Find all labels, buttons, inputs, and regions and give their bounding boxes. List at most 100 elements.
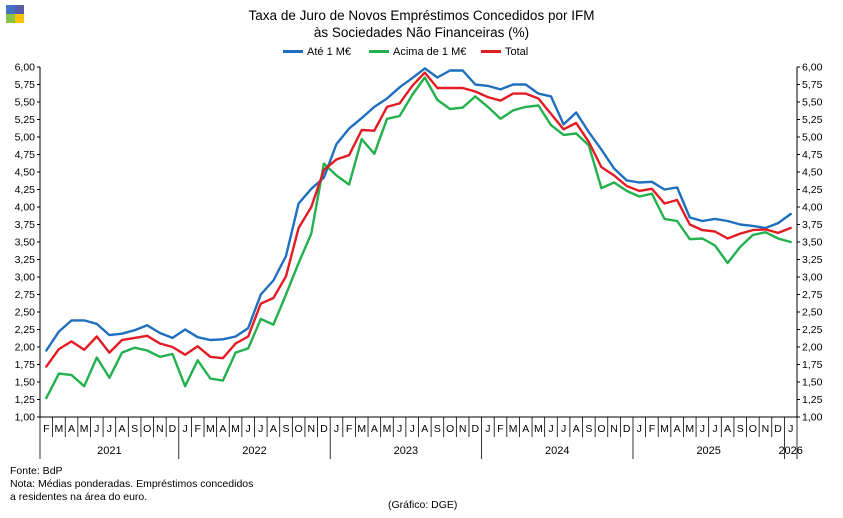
y-tick-label-right: 3,75 [802, 219, 823, 231]
logo-square-blue [6, 5, 15, 14]
y-tick-label-right: 3,00 [802, 272, 823, 284]
y-tick-label-left: 3,00 [15, 272, 36, 284]
y-tick-label-left: 5,25 [15, 114, 36, 126]
x-month-label: J [410, 423, 415, 435]
series-line-0 [45, 67, 792, 352]
y-tick-label-left: 1,50 [15, 377, 36, 389]
legend-swatch-ate-1m [283, 49, 303, 53]
x-month-label: A [724, 423, 731, 435]
x-year-label: 2025 [696, 445, 720, 457]
x-month-label: A [522, 423, 529, 435]
x-month-label: S [283, 423, 290, 435]
chart-title: Taxa de Juro de Novos Empréstimos Conced… [248, 8, 595, 23]
y-tick-label-left: 3,50 [15, 237, 36, 249]
x-month-label: J [397, 423, 402, 435]
x-month-label: M [509, 423, 518, 435]
y-tick-label-left: 6,00 [15, 62, 36, 74]
y-tick-label-right: 3,50 [802, 237, 823, 249]
logo-square-yellow [15, 14, 24, 23]
x-month-label: M [660, 423, 669, 435]
x-year-label: 2021 [97, 445, 121, 457]
x-month-label: J [334, 423, 339, 435]
x-month-label: O [597, 423, 605, 435]
y-tick-label-right: 2,00 [802, 342, 823, 354]
x-month-label: M [534, 423, 543, 435]
x-month-label: M [685, 423, 694, 435]
x-month-label: O [143, 423, 151, 435]
y-tick-label-left: 4,75 [15, 149, 36, 161]
series-line-2 [45, 71, 792, 368]
x-month-label: O [749, 423, 757, 435]
y-tick-label-right: 5,50 [802, 97, 823, 109]
y-tick-label-right: 4,25 [802, 184, 823, 196]
footnote-line-1: Nota: Médias ponderadas. Empréstimos con… [10, 478, 254, 490]
y-tick-label-right: 2,75 [802, 289, 823, 301]
y-tick-label-left: 1,00 [15, 412, 36, 424]
legend-item-total: Total [481, 46, 528, 58]
x-month-label: J [246, 423, 251, 435]
x-year-label: 2022 [242, 445, 266, 457]
x-month-label: J [637, 423, 642, 435]
y-tick-label-right: 1,25 [802, 394, 823, 406]
x-month-label: A [68, 423, 75, 435]
y-tick-label-right: 4,00 [802, 202, 823, 214]
legend-swatch-acima-1m [369, 49, 389, 53]
x-month-label: J [712, 423, 717, 435]
logo-square-purple [15, 5, 24, 14]
chart-credit: (Gráfico: DGE) [388, 499, 458, 511]
x-month-label: D [774, 423, 782, 435]
y-tick-label-right: 2,50 [802, 307, 823, 319]
x-month-label: N [610, 423, 618, 435]
x-month-label: A [219, 423, 226, 435]
y-tick-label-right: 1,00 [802, 412, 823, 424]
x-month-label: M [231, 423, 240, 435]
legend-label-ate-1m: Até 1 M€ [307, 46, 352, 58]
x-month-label: F [649, 423, 655, 435]
y-tick-label-right: 5,75 [802, 79, 823, 91]
x-month-label: A [573, 423, 580, 435]
y-tick-label-left: 3,75 [15, 219, 36, 231]
source-note: Fonte: BdP [10, 465, 63, 477]
x-month-label: J [258, 423, 263, 435]
legend-label-total: Total [505, 46, 529, 58]
x-month-label: F [346, 423, 352, 435]
y-tick-label-left: 4,25 [15, 184, 36, 196]
x-month-label: D [623, 423, 631, 435]
x-month-label: F [194, 423, 200, 435]
x-month-label: M [206, 423, 215, 435]
y-tick-label-left: 2,75 [15, 289, 36, 301]
y-tick-label-right: 1,75 [802, 359, 823, 371]
y-tick-label-right: 2,25 [802, 324, 823, 336]
x-month-label: A [119, 423, 126, 435]
y-tick-label-right: 1,50 [802, 377, 823, 389]
legend-item-ate-1m: Até 1 M€ [283, 46, 351, 58]
x-year-label: 2024 [545, 445, 569, 457]
y-tick-label-left: 2,00 [15, 342, 36, 354]
x-month-label: D [320, 423, 328, 435]
x-month-label: M [383, 423, 392, 435]
x-month-label: O [446, 423, 454, 435]
x-month-label: N [459, 423, 467, 435]
x-month-label: S [585, 423, 592, 435]
y-tick-label-left: 2,50 [15, 307, 36, 319]
x-month-label: F [43, 423, 49, 435]
x-month-label: J [94, 423, 99, 435]
x-month-label: S [434, 423, 441, 435]
x-month-label: M [357, 423, 366, 435]
x-month-label: N [307, 423, 315, 435]
y-tick-label-right: 4,75 [802, 149, 823, 161]
y-tick-label-left: 4,00 [15, 202, 36, 214]
x-month-label: J [485, 423, 490, 435]
y-tick-label-left: 1,25 [15, 394, 36, 406]
y-tick-label-left: 5,00 [15, 132, 36, 144]
x-month-label: M [55, 423, 64, 435]
x-month-label: J [788, 423, 793, 435]
x-month-label: J [548, 423, 553, 435]
chart-subtitle: às Sociedades Não Financeiras (%) [313, 25, 530, 40]
x-month-label: A [421, 423, 428, 435]
y-tick-label-left: 3,25 [15, 254, 36, 266]
x-month-label: F [497, 423, 503, 435]
x-month-label: A [674, 423, 681, 435]
x-month-label: S [131, 423, 138, 435]
